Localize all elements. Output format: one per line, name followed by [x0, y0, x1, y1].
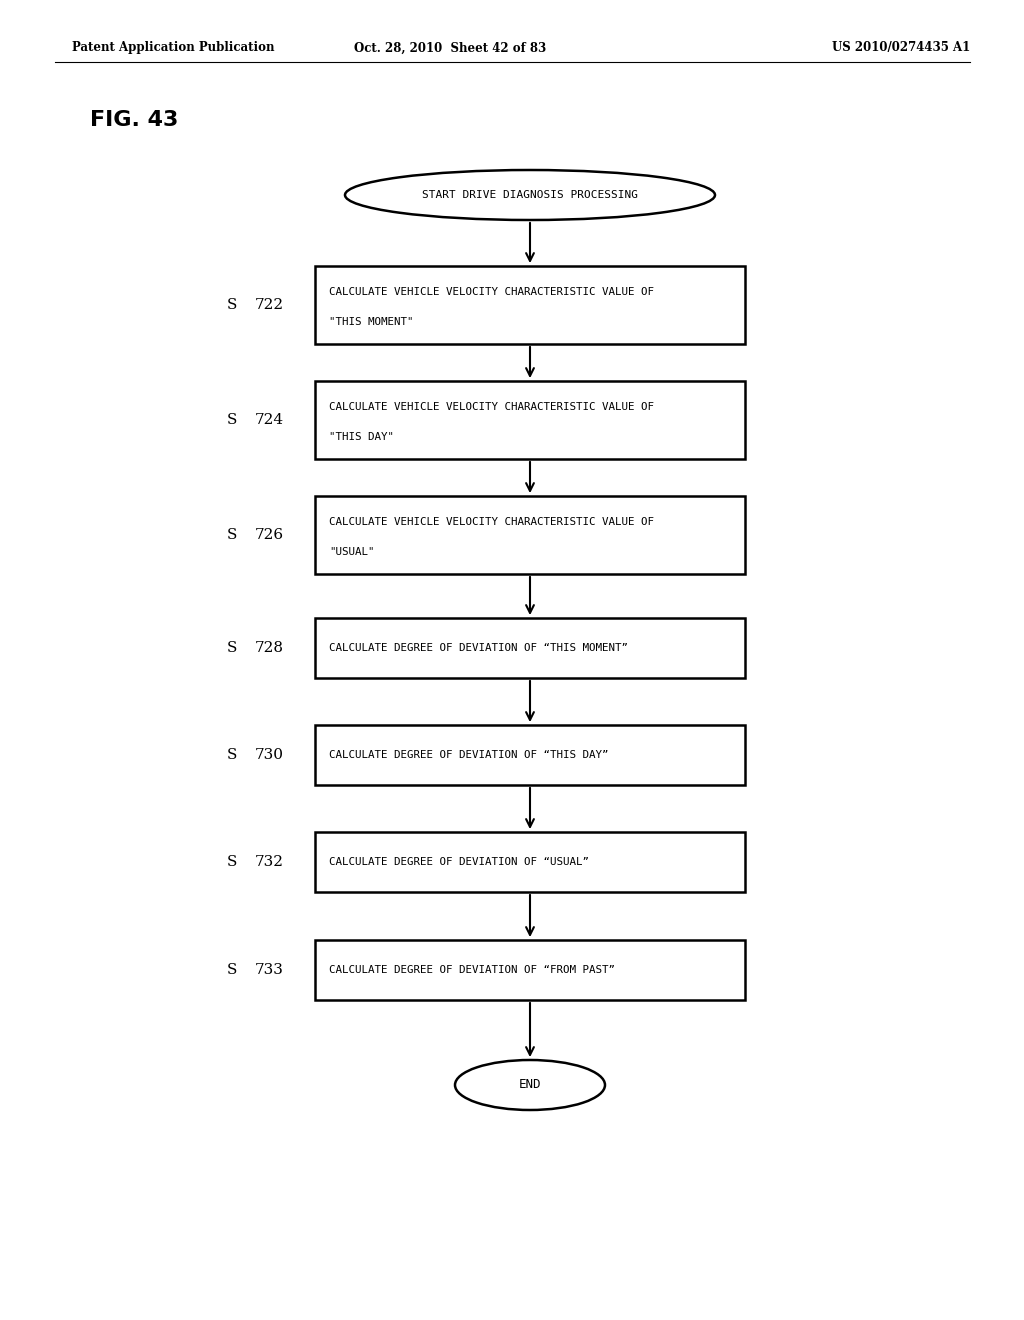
Text: END: END [519, 1078, 542, 1092]
Text: CALCULATE VEHICLE VELOCITY CHARACTERISTIC VALUE OF: CALCULATE VEHICLE VELOCITY CHARACTERISTI… [329, 403, 654, 412]
Bar [315, 496, 745, 574]
Text: 733: 733 [255, 964, 284, 977]
Bar [315, 381, 745, 459]
Text: 724: 724 [255, 413, 284, 426]
Text: S: S [227, 964, 238, 977]
Bar [315, 618, 745, 678]
Bar [315, 940, 745, 1001]
Text: CALCULATE DEGREE OF DEVIATION OF “FROM PAST”: CALCULATE DEGREE OF DEVIATION OF “FROM P… [329, 965, 615, 975]
Text: CALCULATE DEGREE OF DEVIATION OF “USUAL”: CALCULATE DEGREE OF DEVIATION OF “USUAL” [329, 857, 589, 867]
Text: "THIS DAY": "THIS DAY" [329, 432, 394, 442]
Text: CALCULATE DEGREE OF DEVIATION OF “THIS MOMENT”: CALCULATE DEGREE OF DEVIATION OF “THIS M… [329, 643, 628, 653]
Ellipse shape [455, 1060, 605, 1110]
Text: S: S [227, 642, 238, 655]
Text: S: S [227, 413, 238, 426]
Bar [315, 832, 745, 892]
Text: CALCULATE DEGREE OF DEVIATION OF “THIS DAY”: CALCULATE DEGREE OF DEVIATION OF “THIS D… [329, 750, 608, 760]
Text: S: S [227, 748, 238, 762]
Text: 726: 726 [255, 528, 284, 543]
Text: CALCULATE VEHICLE VELOCITY CHARACTERISTIC VALUE OF: CALCULATE VEHICLE VELOCITY CHARACTERISTI… [329, 517, 654, 527]
Text: S: S [227, 855, 238, 869]
Text: Oct. 28, 2010  Sheet 42 of 83: Oct. 28, 2010 Sheet 42 of 83 [354, 41, 546, 54]
Text: S: S [227, 528, 238, 543]
Text: 732: 732 [255, 855, 284, 869]
Bar [315, 267, 745, 345]
Text: FIG. 43: FIG. 43 [90, 110, 178, 129]
Text: 722: 722 [255, 298, 284, 312]
Text: CALCULATE VEHICLE VELOCITY CHARACTERISTIC VALUE OF: CALCULATE VEHICLE VELOCITY CHARACTERISTI… [329, 286, 654, 297]
Text: "THIS MOMENT": "THIS MOMENT" [329, 317, 414, 327]
Ellipse shape [345, 170, 715, 220]
Text: S: S [227, 298, 238, 312]
Text: "USUAL": "USUAL" [329, 546, 375, 557]
Text: 730: 730 [255, 748, 284, 762]
Text: 728: 728 [255, 642, 284, 655]
Text: START DRIVE DIAGNOSIS PROCESSING: START DRIVE DIAGNOSIS PROCESSING [422, 190, 638, 201]
Bar [315, 725, 745, 785]
Text: US 2010/0274435 A1: US 2010/0274435 A1 [831, 41, 970, 54]
Text: Patent Application Publication: Patent Application Publication [72, 41, 274, 54]
